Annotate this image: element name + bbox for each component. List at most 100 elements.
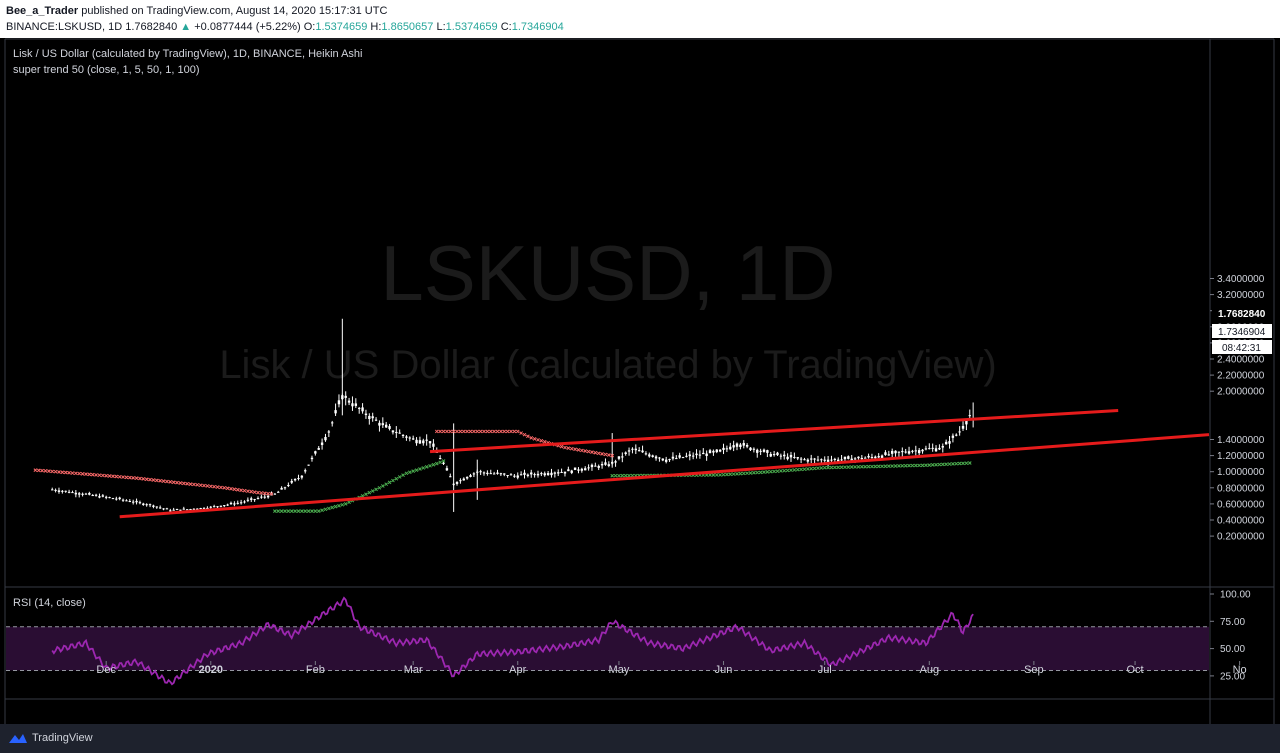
candle-body	[162, 508, 165, 510]
candle-body	[465, 476, 469, 479]
supertrend-down-mark	[198, 483, 203, 488]
supertrend-down-mark	[586, 449, 591, 454]
candle-body	[506, 474, 509, 476]
supertrend-up-mark	[927, 463, 932, 467]
time-axis-ticks: Dec 2020 Feb Mar Apr May Jun Jul Aug Sep Oct No	[96, 661, 1247, 676]
supertrend-up-mark	[795, 467, 800, 472]
supertrend-down-mark	[134, 476, 139, 480]
candle-body	[449, 476, 452, 478]
candle-body	[351, 403, 354, 407]
candle-body	[297, 478, 300, 480]
candle-body	[968, 415, 971, 417]
supertrend-down-mark	[73, 471, 78, 476]
candle-body	[833, 458, 837, 460]
candle-body	[523, 472, 526, 475]
supertrend-up-mark	[880, 464, 884, 469]
candle-body	[273, 493, 277, 495]
candle-body	[105, 496, 108, 498]
candle-body	[226, 504, 229, 506]
candle-body	[496, 472, 499, 474]
supertrend-down-mark	[445, 429, 449, 434]
supertrend-down-mark	[188, 482, 193, 486]
candle-body	[695, 453, 698, 456]
candle-body	[384, 424, 388, 428]
supertrend-up-mark	[323, 507, 328, 512]
high-value: 1.8650657	[381, 21, 434, 33]
supertrend-up-mark	[283, 509, 287, 513]
candle-body	[840, 459, 843, 461]
candle-body	[347, 400, 351, 403]
supertrend-down-mark	[434, 429, 439, 434]
rsi-band	[6, 626, 1209, 671]
supertrend-down-mark	[266, 491, 270, 496]
candle-body	[250, 498, 253, 500]
supertrend-up-mark	[930, 463, 935, 467]
candle-body	[57, 490, 61, 492]
candle-body	[128, 501, 132, 503]
candle-body	[958, 431, 961, 433]
supertrend-up-mark	[428, 463, 432, 468]
candle-body	[921, 449, 924, 452]
supertrend-down-mark	[175, 480, 179, 485]
indicator-legend: super trend 50 (close, 1, 5, 50, 1, 100)	[13, 64, 200, 76]
supertrend-up-mark	[792, 468, 797, 472]
candle-body	[455, 482, 459, 484]
supertrend-down-mark	[441, 429, 446, 434]
supertrend-down-mark	[100, 473, 105, 478]
candle-body	[783, 454, 786, 457]
rsi-tick-label: 100.00	[1220, 590, 1251, 601]
candle-body	[843, 456, 847, 460]
supertrend-up-mark	[293, 509, 297, 513]
candle-body	[664, 459, 668, 462]
candle-body	[816, 459, 820, 461]
price-tick-label: 3.4000000	[1217, 274, 1265, 285]
candle-body	[209, 506, 212, 508]
candle-body	[877, 456, 880, 458]
tradingview-brand[interactable]: TradingView	[8, 732, 93, 744]
price-tick-label: 1.0000000	[1217, 467, 1265, 478]
candle-body	[830, 459, 833, 461]
price-chart[interactable]: LSKUSD, 1D Lisk / US Dollar (calculated …	[0, 38, 1280, 724]
low-value: 1.5374659	[445, 21, 498, 33]
supertrend-up-mark	[441, 459, 446, 463]
supertrend-up-mark	[859, 464, 864, 469]
supertrend-up-mark	[360, 493, 365, 498]
candle-body	[675, 458, 678, 460]
symbol-label: BINANCE:LSKUSD, 1D	[6, 21, 123, 33]
rsi-band-fill	[6, 626, 1209, 671]
candle-body	[300, 475, 304, 478]
supertrend	[33, 429, 972, 513]
candle-body	[887, 454, 891, 456]
supertrend-up-mark	[883, 464, 888, 469]
candle-body	[685, 455, 688, 457]
publish-info: published on TradingView.com, August 14,…	[81, 5, 388, 17]
candle-body	[617, 456, 621, 459]
candle-body	[820, 459, 823, 461]
candle-body	[961, 426, 965, 429]
supertrend-down-mark	[117, 474, 122, 479]
candle-body	[864, 457, 867, 459]
candle-body	[745, 444, 749, 447]
author-name[interactable]: Bee_a_Trader	[6, 5, 79, 17]
candle-body	[931, 447, 934, 449]
supertrend-up-mark	[708, 473, 712, 477]
supertrend-down-mark	[80, 471, 85, 476]
candle-body	[857, 456, 860, 459]
candle-body	[125, 500, 128, 502]
candle-body	[391, 430, 395, 433]
candle-body	[320, 442, 324, 445]
candle-body	[317, 448, 320, 450]
supertrend-down-mark	[104, 473, 109, 478]
supertrend-up-mark	[910, 463, 915, 468]
candle-body	[708, 450, 712, 454]
candle-body	[813, 458, 816, 460]
candle-body	[621, 456, 624, 458]
supertrend-down-mark	[488, 429, 493, 434]
supertrend-down-mark	[87, 472, 92, 477]
candle-body	[243, 501, 246, 503]
candle-body	[206, 507, 209, 510]
supertrend-up-mark	[789, 468, 793, 473]
supertrend-down-mark	[114, 474, 119, 479]
price-tick-label: 0.4000000	[1217, 516, 1265, 527]
candle-body	[442, 462, 445, 464]
